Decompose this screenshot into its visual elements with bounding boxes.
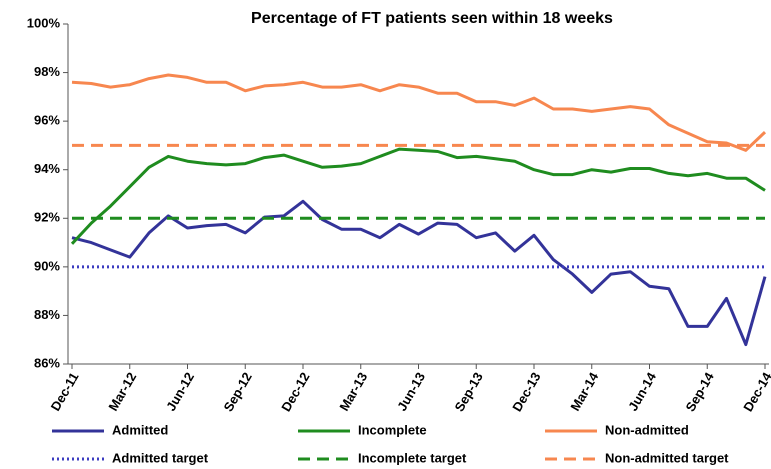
y-tick-label: 96%	[34, 113, 60, 128]
x-tick-label: Mar-12	[105, 370, 139, 414]
x-tick-label: Sep-12	[221, 370, 255, 414]
legend-label: Non-admitted target	[605, 450, 729, 465]
x-tick-label: Jun-12	[163, 370, 197, 414]
y-tick-label: 98%	[34, 64, 60, 79]
series-line	[70, 147, 766, 245]
x-tick-label: Jun-14	[625, 369, 659, 413]
x-tick-label: Dec-14	[740, 369, 771, 414]
y-tick-label: 86%	[34, 355, 60, 370]
legend-label: Incomplete	[358, 422, 427, 437]
legend-label: Admitted target	[112, 450, 209, 465]
y-tick-label: 94%	[34, 161, 60, 176]
x-tick-label: Mar-14	[567, 369, 601, 413]
x-tick-label: Dec-11	[48, 370, 82, 414]
x-tick-label: Dec-13	[509, 370, 543, 414]
legend-label: Non-admitted	[605, 422, 689, 437]
x-tick-label: Sep-13	[452, 370, 486, 414]
series-line	[71, 73, 767, 152]
x-tick-label: Dec-12	[278, 370, 312, 414]
legend-label: Incomplete target	[358, 450, 467, 465]
series-line	[71, 199, 767, 347]
chart-title: Percentage of FT patients seen within 18…	[251, 10, 613, 27]
y-tick-label: 100%	[27, 15, 61, 30]
x-tick-label: Sep-14	[683, 369, 718, 414]
legend-label: Admitted	[112, 422, 168, 437]
y-tick-label: 92%	[34, 210, 60, 225]
x-tick-label: Mar-13	[336, 370, 370, 414]
y-tick-label: 88%	[34, 307, 60, 322]
x-tick-label: Jun-13	[394, 370, 428, 414]
y-tick-label: 90%	[34, 258, 60, 273]
